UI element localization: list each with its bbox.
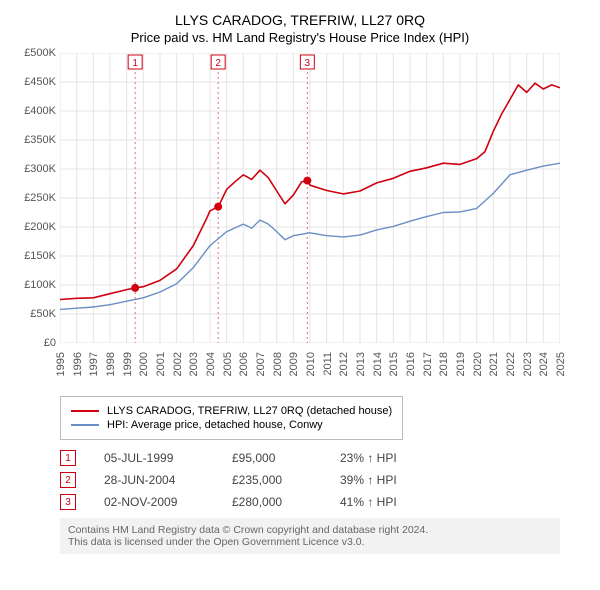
svg-text:2: 2 — [215, 58, 221, 69]
event-delta: 39% ↑ HPI — [340, 473, 397, 487]
event-marker: 3 — [60, 494, 76, 510]
y-axis-label: £250K — [24, 192, 56, 204]
x-axis-label: 1999 — [122, 352, 134, 376]
x-axis-label: 1996 — [72, 352, 84, 376]
legend-swatch — [71, 410, 99, 412]
x-axis-label: 2011 — [322, 352, 334, 376]
x-axis-label: 2020 — [472, 352, 484, 376]
x-axis-label: 2021 — [488, 352, 500, 376]
y-axis-label: £100K — [24, 279, 56, 291]
event-delta: 41% ↑ HPI — [340, 495, 397, 509]
event-marker: 1 — [60, 450, 76, 466]
event-date: 02-NOV-2009 — [104, 495, 204, 509]
x-axis-label: 1995 — [55, 352, 67, 376]
x-axis-label: 2015 — [388, 352, 400, 376]
legend-swatch — [71, 424, 99, 426]
y-axis-label: £200K — [24, 221, 56, 233]
x-axis-label: 2004 — [205, 352, 217, 376]
x-axis-label: 1997 — [88, 352, 100, 376]
footer-line-1: Contains HM Land Registry data © Crown c… — [68, 524, 552, 536]
legend-label: HPI: Average price, detached house, Conw… — [107, 419, 323, 431]
y-axis-label: £350K — [24, 134, 56, 146]
event-table: 1 05-JUL-1999 £95,000 23% ↑ HPI 2 28-JUN-2004… — [60, 450, 590, 510]
event-row: 3 02-NOV-2009 £280,000 41% ↑ HPI — [60, 494, 590, 510]
x-axis-label: 2010 — [305, 352, 317, 376]
y-axis-label: £0 — [44, 337, 56, 349]
x-axis-label: 2006 — [238, 352, 250, 376]
x-axis-label: 2012 — [338, 352, 350, 376]
x-axis-label: 1998 — [105, 352, 117, 376]
x-axis-label: 2005 — [222, 352, 234, 376]
x-axis-label: 2025 — [555, 352, 567, 376]
legend-item: LLYS CARADOG, TREFRIW, LL27 0RQ (detache… — [71, 405, 392, 417]
x-axis-label: 2002 — [172, 352, 184, 376]
chart-title: LLYS CARADOG, TREFRIW, LL27 0RQ — [10, 12, 590, 28]
x-axis-label: 2009 — [288, 352, 300, 376]
x-axis-label: 2022 — [505, 352, 517, 376]
footer-line-2: This data is licensed under the Open Gov… — [68, 536, 552, 548]
y-axis-label: £50K — [30, 308, 56, 320]
x-axis-label: 2013 — [355, 352, 367, 376]
x-axis-label: 2001 — [155, 352, 167, 376]
y-axis-label: £300K — [24, 163, 56, 175]
y-axis-label: £400K — [24, 105, 56, 117]
y-axis-label: £500K — [24, 47, 56, 59]
event-marker: 2 — [60, 472, 76, 488]
x-axis-label: 2007 — [255, 352, 267, 376]
x-axis-label: 2000 — [138, 352, 150, 376]
legend: LLYS CARADOG, TREFRIW, LL27 0RQ (detache… — [60, 396, 403, 440]
event-date: 05-JUL-1999 — [104, 451, 204, 465]
event-price: £235,000 — [232, 473, 312, 487]
event-row: 1 05-JUL-1999 £95,000 23% ↑ HPI — [60, 450, 590, 466]
event-price: £95,000 — [232, 451, 312, 465]
x-axis-label: 2024 — [538, 352, 550, 376]
chart-svg: 1 2 3 — [60, 53, 560, 343]
x-axis-label: 2003 — [188, 352, 200, 376]
x-axis-label: 2019 — [455, 352, 467, 376]
legend-item: HPI: Average price, detached house, Conw… — [71, 419, 392, 431]
svg-text:1: 1 — [132, 58, 138, 69]
x-axis-label: 2018 — [438, 352, 450, 376]
x-axis-label: 2014 — [372, 352, 384, 376]
svg-text:3: 3 — [305, 58, 311, 69]
footer-attribution: Contains HM Land Registry data © Crown c… — [60, 518, 560, 554]
chart-subtitle: Price paid vs. HM Land Registry's House … — [10, 30, 590, 45]
x-axis-label: 2016 — [405, 352, 417, 376]
event-delta: 23% ↑ HPI — [340, 451, 397, 465]
legend-label: LLYS CARADOG, TREFRIW, LL27 0RQ (detache… — [107, 405, 392, 417]
event-date: 28-JUN-2004 — [104, 473, 204, 487]
event-price: £280,000 — [232, 495, 312, 509]
y-axis-label: £150K — [24, 250, 56, 262]
y-axis-label: £450K — [24, 76, 56, 88]
chart-area: 123 £0£50K£100K£150K£200K£250K£300K£350K… — [60, 53, 590, 348]
x-axis-label: 2008 — [272, 352, 284, 376]
x-axis-label: 2023 — [522, 352, 534, 376]
x-axis-label: 2017 — [422, 352, 434, 376]
event-row: 2 28-JUN-2004 £235,000 39% ↑ HPI — [60, 472, 590, 488]
